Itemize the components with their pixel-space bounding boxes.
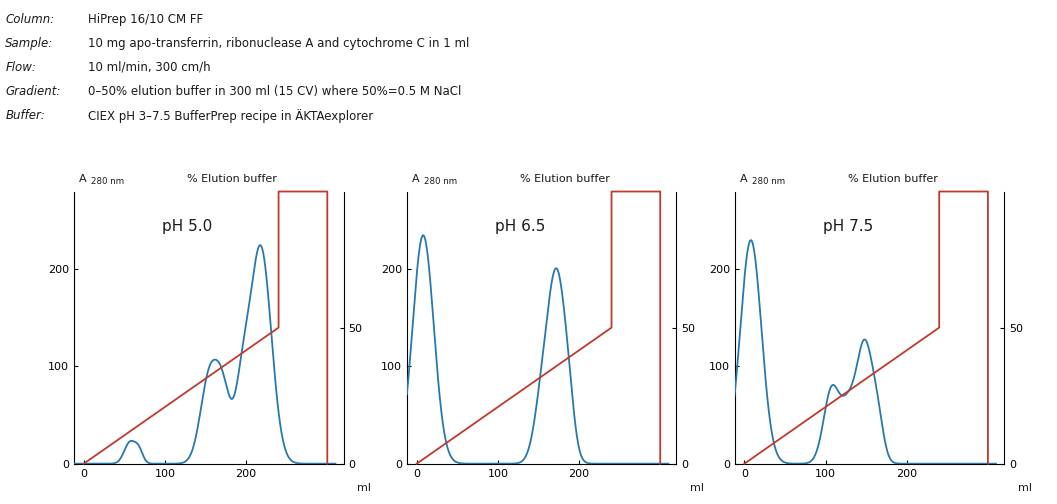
Text: ml: ml — [1018, 483, 1032, 493]
Text: ml: ml — [690, 483, 704, 493]
Text: % Elution buffer: % Elution buffer — [848, 174, 938, 184]
Text: pH 6.5: pH 6.5 — [495, 219, 545, 234]
Text: 10 ml/min, 300 cm/h: 10 ml/min, 300 cm/h — [88, 61, 210, 74]
Text: Sample:: Sample: — [5, 37, 54, 50]
Text: 10 mg apo-transferrin, ribonuclease A and cytochrome C in 1 ml: 10 mg apo-transferrin, ribonuclease A an… — [88, 37, 469, 50]
Text: CIEX pH 3–7.5 BufferPrep recipe in ÄKTAexplorer: CIEX pH 3–7.5 BufferPrep recipe in ÄKTAe… — [88, 109, 373, 123]
Text: pH 5.0: pH 5.0 — [162, 219, 212, 234]
Text: 280 nm: 280 nm — [752, 177, 784, 186]
Text: A: A — [79, 174, 87, 184]
Text: pH 7.5: pH 7.5 — [822, 219, 873, 234]
Text: 280 nm: 280 nm — [424, 177, 457, 186]
Text: A: A — [412, 174, 420, 184]
Text: 0–50% elution buffer in 300 ml (15 CV) where 50%=0.5 M NaCl: 0–50% elution buffer in 300 ml (15 CV) w… — [88, 85, 461, 98]
Text: % Elution buffer: % Elution buffer — [187, 174, 277, 184]
Text: 280 nm: 280 nm — [91, 177, 124, 186]
Text: Gradient:: Gradient: — [5, 85, 60, 98]
Text: Flow:: Flow: — [5, 61, 36, 74]
Text: A: A — [740, 174, 747, 184]
Text: Buffer:: Buffer: — [5, 109, 45, 122]
Text: HiPrep 16/10 CM FF: HiPrep 16/10 CM FF — [88, 13, 203, 26]
Text: ml: ml — [357, 483, 371, 493]
Text: Column:: Column: — [5, 13, 55, 26]
Text: % Elution buffer: % Elution buffer — [520, 174, 610, 184]
